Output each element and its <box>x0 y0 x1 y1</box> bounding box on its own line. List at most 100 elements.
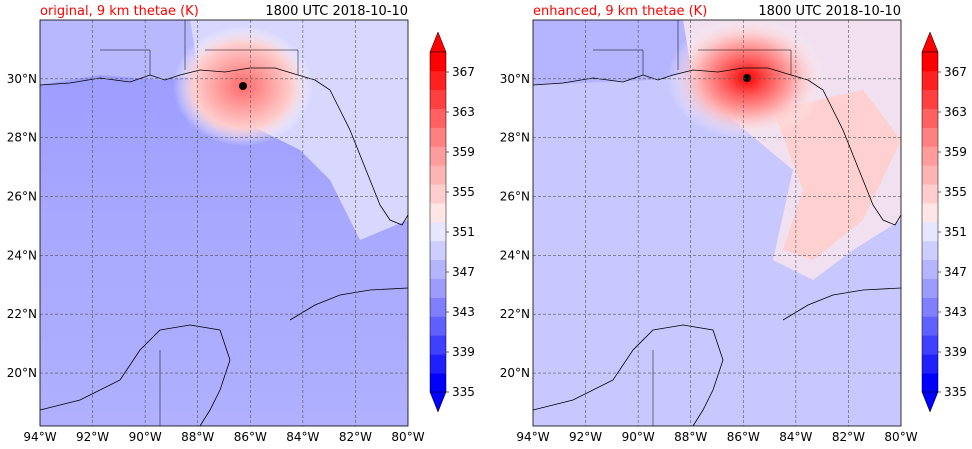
colorbar-bin <box>430 108 446 128</box>
colorbar-tick-label: 367 <box>452 65 475 79</box>
colorbar-bin <box>922 70 938 91</box>
lon-axis: 94°W 92°W 90°W 88°W 86°W 84°W 82°W 80°W <box>23 430 424 444</box>
colorbar-tick-label: 343 <box>452 305 475 319</box>
map-area <box>39 19 409 427</box>
colorbar-bin <box>430 297 446 317</box>
map-frame <box>39 19 409 427</box>
colorbar-tick-label: 359 <box>452 145 475 159</box>
colorbar-extend-max <box>921 31 939 53</box>
panel-time: 1800 UTC 2018-10-10 <box>758 4 901 19</box>
colorbar-bin <box>922 146 938 166</box>
lat-tick-label: 22°N <box>500 307 530 321</box>
coastline <box>532 67 902 427</box>
lon-tick-label: 84°W <box>286 430 319 444</box>
colorbar-bin <box>922 222 938 242</box>
state-borders <box>100 20 299 426</box>
lat-tick-label: 26°N <box>7 190 37 204</box>
colorbar-bin <box>922 240 938 261</box>
lon-tick-label: 90°W <box>129 430 162 444</box>
warm-plume <box>773 90 901 260</box>
colorbar-tick-label: 343 <box>944 305 967 319</box>
lon-tick-label: 86°W <box>727 430 760 444</box>
colorbar-bin <box>922 203 938 223</box>
colorbar-bin <box>430 259 446 279</box>
colorbar-bin <box>922 278 938 298</box>
storm-center-marker <box>743 74 751 82</box>
colorbar-extend-min <box>429 391 447 413</box>
lat-tick-label: 30°N <box>7 72 37 86</box>
panel-time: 1800 UTC 2018-10-10 <box>265 4 408 19</box>
colorbar-tick-label: 363 <box>944 105 967 119</box>
lat-tick-label: 28°N <box>7 131 37 145</box>
colorbar-tick-label: 339 <box>452 345 475 359</box>
colorbar-frame <box>429 51 447 393</box>
lat-tick-label: 26°N <box>500 190 530 204</box>
lat-tick-label: 24°N <box>7 248 37 262</box>
colorbar-tick-label: 339 <box>944 345 967 359</box>
colorbar-bin <box>430 240 446 261</box>
colorbar-bin <box>922 354 938 374</box>
colorbar-enhanced: 335 339 343 347 351 355 359 363 367 <box>921 31 967 413</box>
colorbar-bin <box>430 165 446 185</box>
colorbar-bin <box>922 108 938 128</box>
colorbar-bin <box>430 373 446 393</box>
panel-title: original, 9 km thetae (K) <box>40 4 199 19</box>
lon-tick-label: 84°W <box>779 430 812 444</box>
colorbar-tick-label: 335 <box>944 385 967 399</box>
gridlines <box>533 20 901 426</box>
lon-tick-label: 86°W <box>234 430 267 444</box>
colorbar-bin <box>922 165 938 185</box>
map-area <box>532 16 902 427</box>
colorbar-bin <box>922 89 938 109</box>
coastline <box>39 67 409 427</box>
colorbar-tick-label: 347 <box>452 265 475 279</box>
lon-tick-label: 90°W <box>622 430 655 444</box>
gridlines <box>40 20 408 426</box>
state-borders <box>593 20 792 426</box>
map-panel-enhanced: enhanced, 9 km thetae (K) 1800 UTC 2018-… <box>500 4 918 444</box>
colorbar-extend-max <box>429 31 447 53</box>
colorbar-bin <box>430 354 446 374</box>
colorbar-bin <box>430 222 446 242</box>
colorbar-tick-label: 355 <box>452 185 475 199</box>
lat-tick-label: 24°N <box>500 248 530 262</box>
colorbar-bin <box>922 127 938 147</box>
colorbar-bin <box>922 52 938 72</box>
colorbar-bin <box>922 259 938 279</box>
colorbar-tick-label: 335 <box>452 385 475 399</box>
lon-tick-label: 80°W <box>391 430 424 444</box>
colorbar-bin <box>922 184 938 204</box>
colorbar-tick-label: 359 <box>944 145 967 159</box>
lon-tick-label: 80°W <box>884 430 917 444</box>
lat-tick-label: 30°N <box>500 72 530 86</box>
storm-center-marker <box>239 82 247 90</box>
colorbar-tick-label: 351 <box>452 225 475 239</box>
lon-axis: 94°W 92°W 90°W 88°W 86°W 84°W 82°W 80°W <box>516 430 917 444</box>
lat-axis: 20°N 22°N 24°N 26°N 28°N 30°N <box>500 72 530 380</box>
colorbar-frame <box>921 51 939 393</box>
colorbar-bin <box>430 52 446 72</box>
colorbar-tick-label: 355 <box>944 185 967 199</box>
colorbar-tick-label: 363 <box>452 105 475 119</box>
lon-tick-label: 92°W <box>76 430 109 444</box>
colorbar-bin <box>430 184 446 204</box>
lon-tick-label: 94°W <box>23 430 56 444</box>
colorbar-bin <box>430 203 446 223</box>
colorbar-original: 335 339 343 347 351 355 359 363 367 <box>429 31 475 413</box>
colorbar-tick-label: 351 <box>944 225 967 239</box>
colorbar-bin <box>430 70 446 91</box>
map-frame <box>532 19 902 427</box>
colorbar-bin <box>922 335 938 355</box>
colorbar-bin <box>430 127 446 147</box>
colorbar-bin <box>430 316 446 336</box>
colorbar-tick-label: 347 <box>944 265 967 279</box>
lat-axis: 20°N 22°N 24°N 26°N 28°N 30°N <box>7 72 37 380</box>
colorbar-bin <box>430 89 446 109</box>
colorbar-extend-min <box>921 391 939 413</box>
lat-tick-label: 22°N <box>7 307 37 321</box>
colorbar-bin <box>922 316 938 336</box>
lon-tick-label: 88°W <box>674 430 707 444</box>
panel-title: enhanced, 9 km thetae (K) <box>533 4 707 19</box>
map-panel-original: original, 9 km thetae (K) 1800 UTC 2018-… <box>7 4 425 444</box>
